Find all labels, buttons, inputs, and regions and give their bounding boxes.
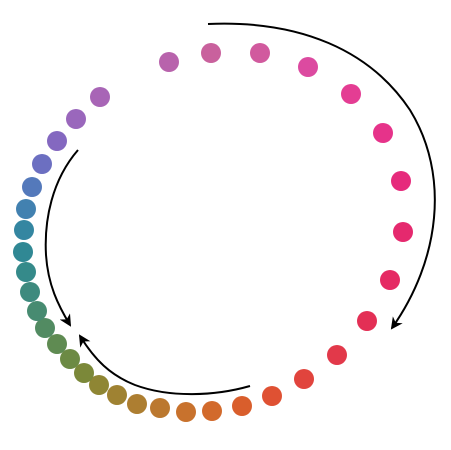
- dot: [47, 334, 67, 354]
- dot: [13, 242, 33, 262]
- arrows-group: [44, 22, 436, 396]
- dot: [27, 301, 47, 321]
- dot: [391, 171, 411, 191]
- dot: [327, 345, 347, 365]
- dot: [35, 318, 55, 338]
- arrow-bottom-left: [78, 334, 251, 396]
- dot: [60, 349, 80, 369]
- dot: [380, 270, 400, 290]
- dot: [298, 57, 318, 77]
- dot: [373, 123, 393, 143]
- dot: [66, 109, 86, 129]
- dot: [150, 398, 170, 418]
- dot: [127, 394, 147, 414]
- dot: [294, 369, 314, 389]
- arrow-left-down: [44, 149, 79, 327]
- dot: [90, 87, 110, 107]
- dot: [232, 396, 252, 416]
- dot: [176, 402, 196, 422]
- dot: [16, 199, 36, 219]
- arrow-right-clockwise: [207, 22, 436, 330]
- dots-ring: [13, 43, 413, 422]
- dot: [202, 401, 222, 421]
- dot: [159, 52, 179, 72]
- dot: [393, 222, 413, 242]
- dot: [201, 43, 221, 63]
- dot: [16, 262, 36, 282]
- dot: [250, 43, 270, 63]
- dot: [262, 386, 282, 406]
- dot: [47, 131, 67, 151]
- dot: [32, 154, 52, 174]
- dot: [20, 282, 40, 302]
- dot: [14, 220, 34, 240]
- dot: [89, 375, 109, 395]
- dot: [341, 84, 361, 104]
- dot: [357, 311, 377, 331]
- dot: [74, 363, 94, 383]
- dot: [107, 385, 127, 405]
- dot: [22, 177, 42, 197]
